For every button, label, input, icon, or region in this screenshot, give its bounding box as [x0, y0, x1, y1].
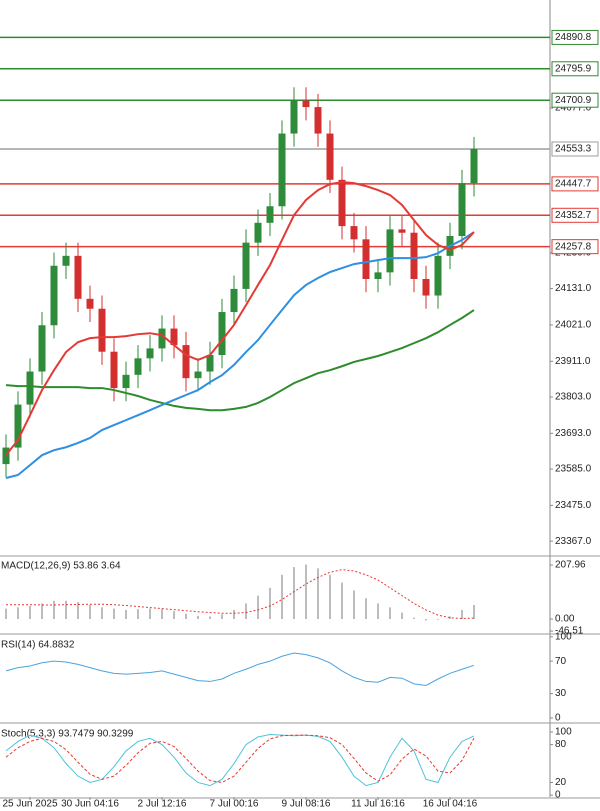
candle-body [410, 232, 418, 279]
candle-body [338, 179, 346, 227]
y-tick-label: 23693.0 [555, 428, 592, 439]
level-label: 24447.7 [555, 179, 592, 190]
candle-body [170, 328, 178, 346]
level-label-box [551, 207, 599, 223]
candle-body [278, 133, 286, 207]
candle-body [266, 206, 274, 223]
candle-body [314, 107, 322, 134]
x-tick-label: 2 Jul 12:16 [138, 799, 187, 810]
candle-body [50, 265, 58, 326]
candle-body [110, 351, 118, 389]
y-tick-label: 207.96 [555, 560, 586, 571]
level-label-box [551, 239, 599, 255]
panel-title: Stoch(5,3,3) 93.7479 90.3299 [1, 729, 134, 740]
level-label: 24257.8 [555, 241, 592, 252]
indicator-line [5, 652, 475, 687]
candle-body [350, 226, 358, 240]
candle-body [194, 371, 202, 379]
panel-title: MACD(12,26,9) 53.86 3.64 [1, 561, 121, 572]
indicator-line [5, 231, 475, 479]
y-tick-label: 23803.0 [555, 392, 592, 403]
y-tick-label: -46.51 [555, 626, 584, 637]
y-tick-label: 23585.0 [555, 464, 592, 475]
level-label: 24553.3 [555, 144, 592, 155]
candle-body [422, 278, 430, 296]
candle-body [122, 374, 130, 389]
level-label-box [551, 141, 599, 157]
candle-body [230, 288, 238, 313]
y-tick-label: 23911.0 [555, 356, 591, 367]
candle-body [302, 100, 310, 108]
candle-body [86, 298, 94, 309]
y-tick-label: 24131.0 [555, 283, 592, 294]
candle-body [218, 312, 226, 356]
candle-body [242, 242, 250, 289]
y-tick-label: 24021.0 [555, 320, 592, 331]
y-tick-label: 80 [555, 739, 567, 750]
y-tick-label: 0.00 [555, 614, 575, 625]
x-tick-label: 9 Jul 08:16 [282, 799, 331, 810]
level-label: 24795.9 [555, 63, 592, 74]
y-tick-label: 30 [555, 688, 567, 699]
candle-body [470, 148, 478, 184]
candle-body [458, 183, 466, 237]
candle-body [254, 222, 262, 243]
candle-body [206, 355, 214, 372]
y-tick-label: 0 [555, 713, 561, 724]
indicator-line [5, 181, 475, 456]
y-tick-label: 24677.0 [555, 103, 592, 114]
y-tick-label: 23475.0 [555, 500, 592, 511]
candle-body [134, 358, 142, 375]
y-tick-label: 23367.0 [555, 536, 592, 547]
candle-body [62, 255, 70, 266]
y-tick-label: 100 [555, 631, 572, 642]
candle-body [158, 328, 166, 349]
y-tick-label: 100 [555, 727, 572, 738]
x-tick-label: 25 Jun 2025 [2, 799, 57, 810]
candle-body [374, 272, 382, 279]
candle-body [38, 325, 46, 372]
candle-body [326, 133, 334, 180]
candle-body [2, 447, 10, 465]
y-tick-label: 70 [555, 656, 567, 667]
candle-body [74, 255, 82, 299]
candle-body [146, 348, 154, 359]
candle-body [14, 404, 22, 448]
panel-title: RSI(14) 64.8832 [1, 640, 75, 651]
x-tick-label: 11 Jul 16:16 [351, 799, 405, 810]
level-label-box [551, 176, 599, 192]
x-tick-label: 16 Jul 04:16 [423, 799, 478, 810]
level-label: 24700.9 [555, 95, 592, 106]
indicator-line [5, 734, 475, 783]
candle-body [98, 308, 106, 352]
candle-body [26, 371, 34, 405]
indicator-line [5, 733, 475, 787]
level-label-box [551, 29, 599, 45]
level-label-box [551, 61, 599, 77]
indicator-line [6, 569, 475, 619]
candle-body [386, 229, 394, 273]
indicator-line [5, 309, 475, 412]
candle-body [362, 239, 370, 279]
level-label: 24352.7 [555, 210, 592, 221]
candle-body [398, 229, 406, 233]
candle-body [434, 255, 442, 296]
candle-body [290, 100, 298, 134]
x-tick-label: 30 Jun 04:16 [61, 799, 119, 810]
x-tick-label: 7 Jul 00:16 [210, 799, 259, 810]
y-tick-label: 0 [555, 790, 561, 801]
candle-body [182, 345, 190, 379]
y-tick-label: 20 [555, 777, 567, 788]
level-label-box [551, 92, 599, 108]
level-label: 24890.8 [555, 32, 592, 43]
